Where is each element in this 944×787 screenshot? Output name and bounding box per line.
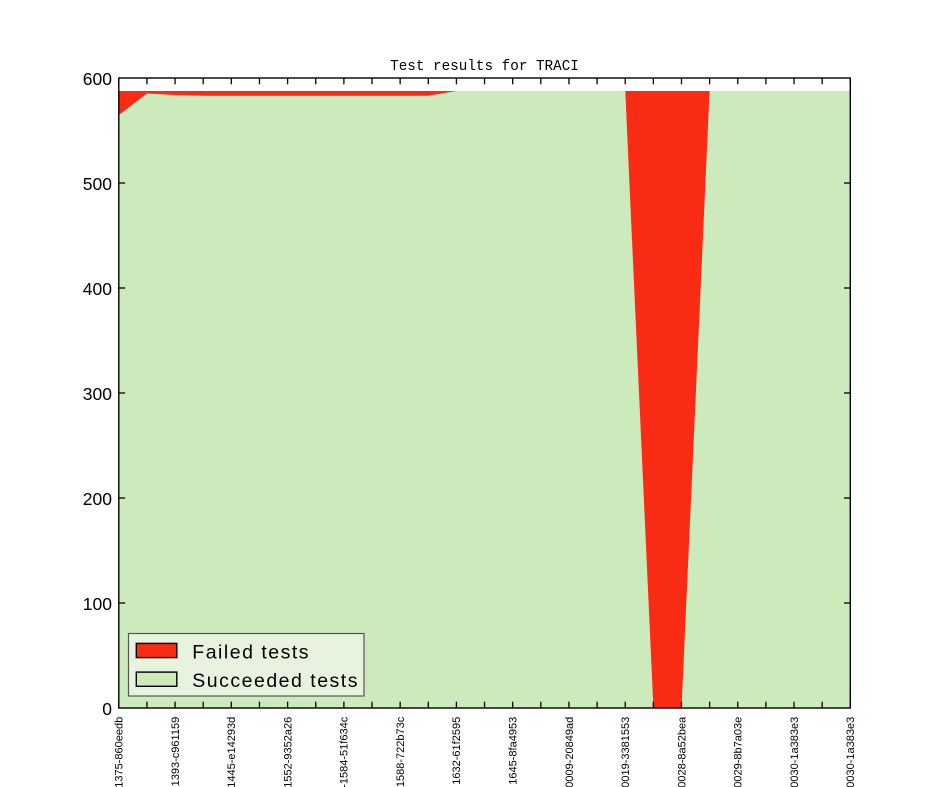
svg-text:-1584-51f634c: -1584-51f634c	[339, 716, 351, 787]
svg-text:1632-61f2595: 1632-61f2595	[451, 717, 463, 785]
svg-text:1375-860eedb: 1375-860eedb	[114, 717, 126, 787]
svg-text:600: 600	[83, 69, 112, 89]
svg-text:0029-8b7a03e: 0029-8b7a03e	[733, 717, 745, 787]
svg-text:Test results for TRACI: Test results for TRACI	[390, 59, 579, 75]
svg-text:100: 100	[83, 594, 112, 614]
svg-text:Failed tests: Failed tests	[192, 641, 310, 663]
svg-text:0030-1a383e3: 0030-1a383e3	[789, 717, 801, 787]
svg-text:300: 300	[83, 384, 112, 404]
svg-text:200: 200	[83, 489, 112, 509]
svg-text:1393-c961159: 1393-c961159	[170, 717, 182, 787]
svg-text:Succeeded tests: Succeeded tests	[192, 670, 359, 692]
svg-text:400: 400	[83, 279, 112, 299]
svg-text:1445-e14293d: 1445-e14293d	[226, 717, 238, 787]
svg-text:0028-8a52bea: 0028-8a52bea	[676, 716, 688, 787]
svg-text:500: 500	[83, 174, 112, 194]
svg-text:0009-20849ad: 0009-20849ad	[564, 717, 576, 787]
svg-text:0019-3381553: 0019-3381553	[620, 717, 632, 787]
svg-text:1552-9352a26: 1552-9352a26	[282, 717, 294, 787]
svg-text:1588-722b73c: 1588-722b73c	[395, 716, 407, 787]
svg-text:0030-1a383e3: 0030-1a383e3	[845, 717, 857, 787]
svg-text:0: 0	[102, 699, 112, 719]
svg-text:1645-8fa4953: 1645-8fa4953	[507, 717, 519, 785]
